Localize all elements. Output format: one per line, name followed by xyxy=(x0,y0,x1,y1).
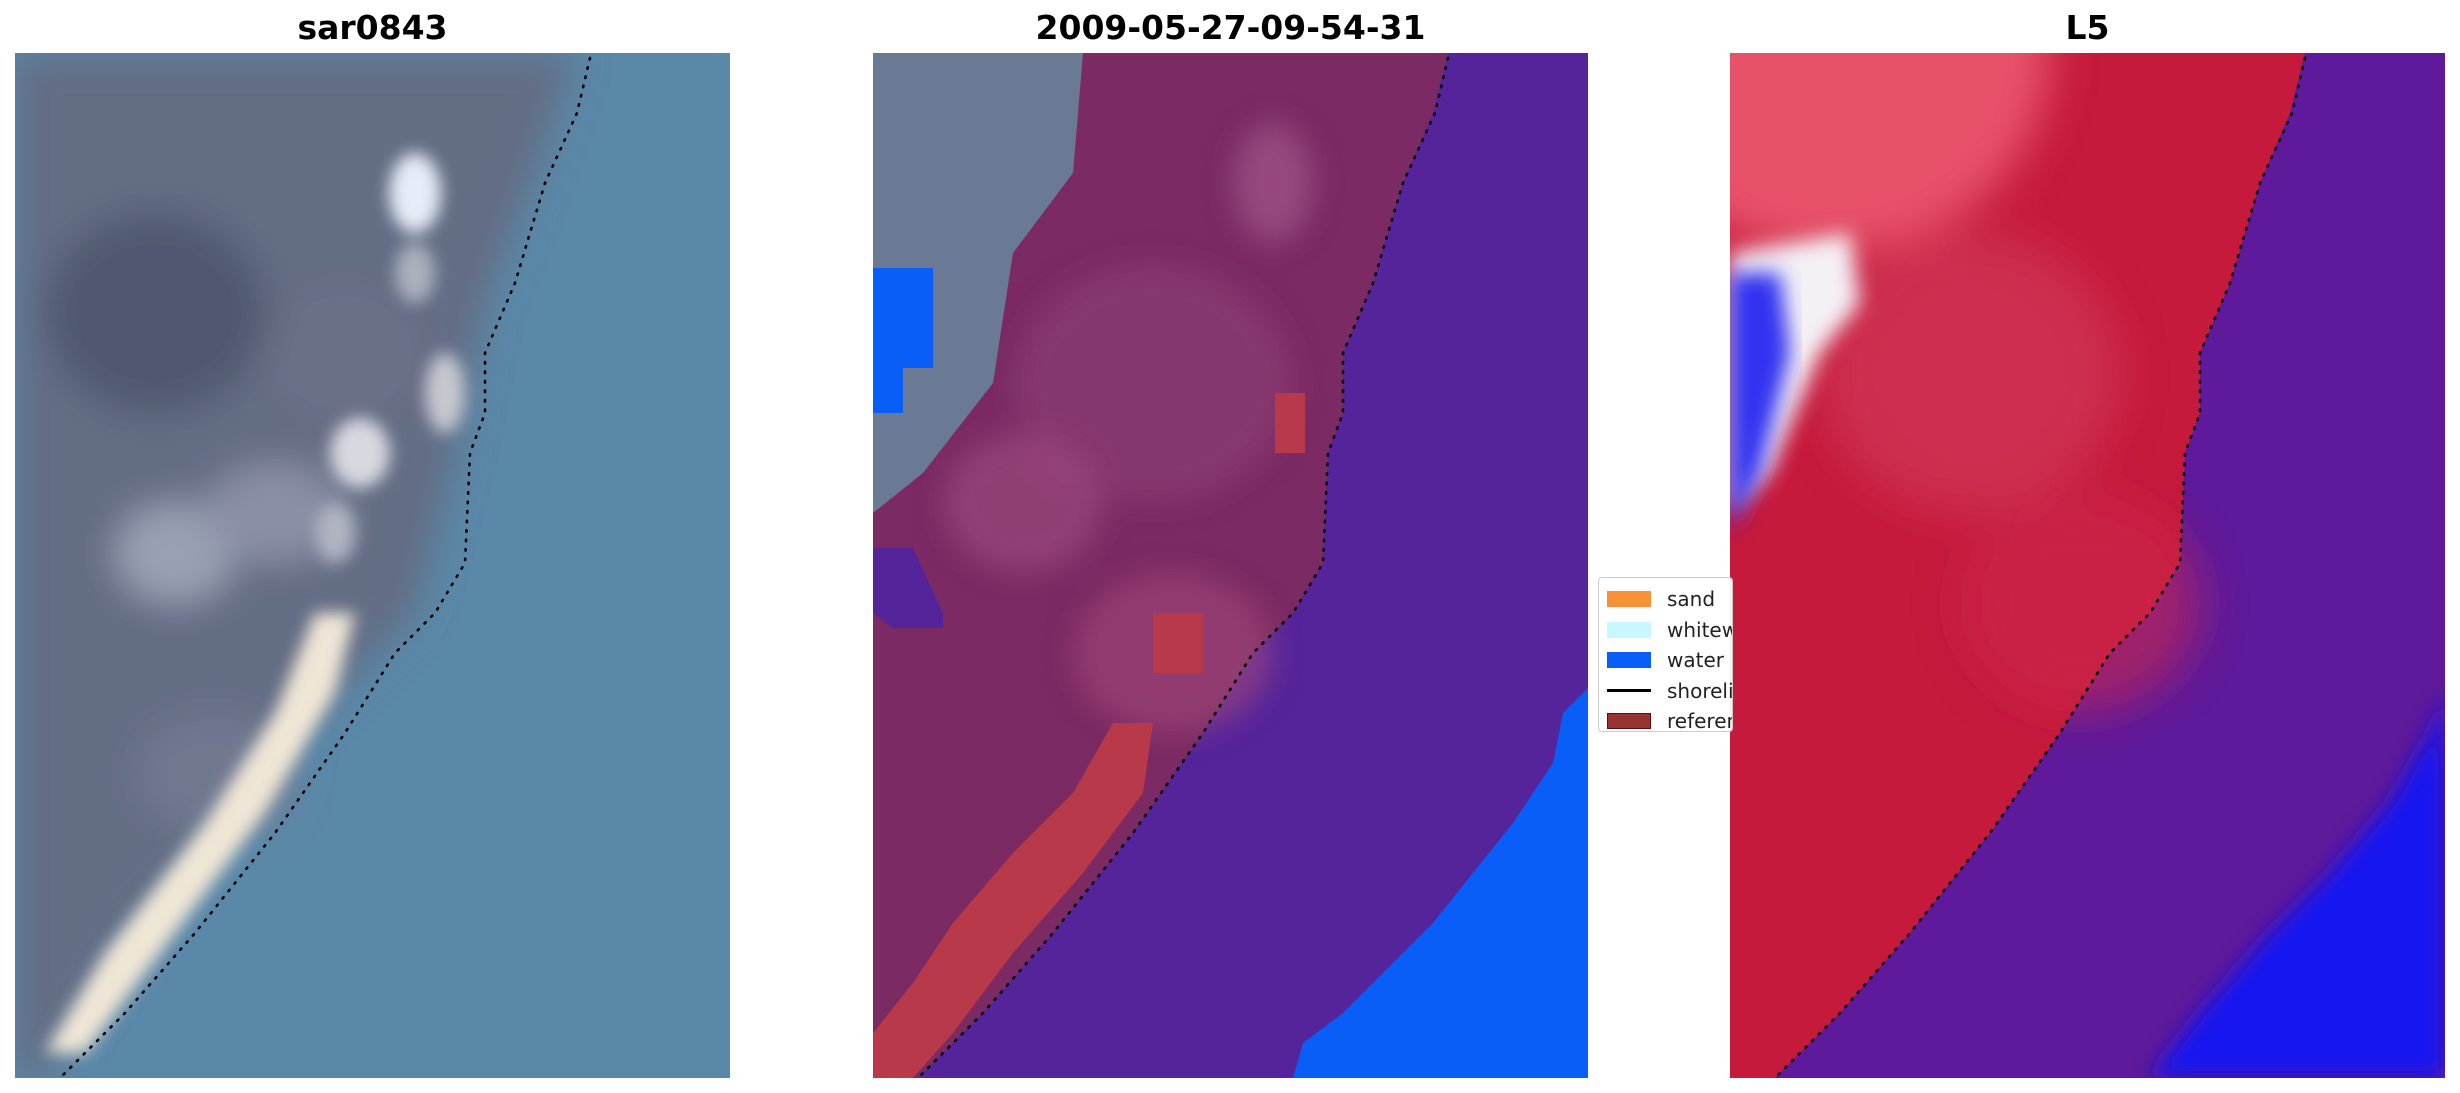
water-class-blue-left xyxy=(873,268,933,413)
index-panel xyxy=(1730,53,2445,1078)
water-swatch xyxy=(1607,652,1651,669)
water-class-purple-left xyxy=(873,548,943,628)
land-texture xyxy=(943,123,1313,733)
reference-patches xyxy=(873,393,1305,1078)
legend-item-sand: sand xyxy=(1607,584,1732,615)
sand-strip xyxy=(45,153,465,1053)
land-class xyxy=(873,53,1448,1078)
sand-swatch xyxy=(1607,591,1651,608)
legend-item-water: water xyxy=(1607,645,1732,676)
reference-swatch xyxy=(1607,713,1651,730)
index-image xyxy=(1730,53,2445,1078)
rgb-image xyxy=(15,53,730,1078)
rgb-image-panel xyxy=(15,53,730,1078)
legend-item-shoreline: shoreline xyxy=(1607,676,1732,707)
panel-title-classification: 2009-05-27-09-54-31 xyxy=(1035,8,1426,47)
index-land-texture xyxy=(1730,53,2200,713)
water-class-blue-right xyxy=(1293,688,1588,1078)
shoreline-swatch xyxy=(1607,689,1651,693)
legend-label: reference xyxy=(1667,709,1732,732)
whitewater-swatch xyxy=(1607,621,1651,638)
classification-panel xyxy=(873,53,1588,1078)
index-blue-area xyxy=(1730,273,1790,533)
legend-label: water xyxy=(1667,648,1724,673)
classification-image xyxy=(873,53,1588,1078)
index-blue-right xyxy=(2150,693,2445,1078)
legend-item-reference: reference xyxy=(1607,706,1732,732)
legend-label: sand xyxy=(1667,587,1716,612)
panel-title-rgb: sar0843 xyxy=(297,8,448,47)
unclassified-gray xyxy=(873,53,1083,513)
legend-label: shoreline xyxy=(1667,678,1733,703)
panel-title-index: L5 xyxy=(2065,8,2110,47)
